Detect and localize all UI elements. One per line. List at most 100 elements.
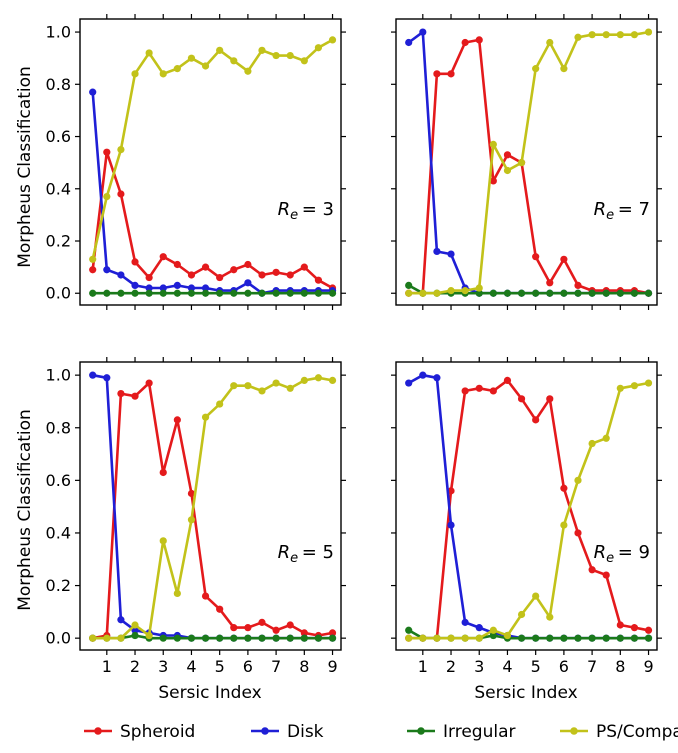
panel-frame [79, 361, 342, 651]
data-point [272, 626, 280, 634]
data-point [503, 376, 512, 385]
series-irregular [405, 626, 653, 642]
data-point [131, 392, 139, 400]
data-point [230, 289, 238, 297]
data-point [117, 634, 125, 642]
series-disk [405, 28, 653, 297]
data-point [532, 416, 540, 424]
series-spheroid [405, 36, 653, 297]
data-point [574, 289, 582, 297]
data-point [560, 65, 568, 73]
data-point [173, 634, 181, 642]
data-point [244, 67, 252, 75]
x-tick-label: 9 [643, 657, 653, 676]
data-point [131, 626, 139, 634]
data-point [258, 289, 266, 297]
data-point [159, 537, 167, 545]
data-point [405, 289, 413, 297]
data-point [89, 266, 97, 274]
data-point [475, 284, 483, 292]
data-point [187, 489, 196, 498]
y-tick-label: 0.4 [46, 523, 71, 542]
data-point [272, 289, 280, 297]
data-point [286, 289, 294, 297]
data-point [588, 31, 596, 39]
panel-2: Re = 7 [391, 14, 662, 310]
data-point [644, 626, 653, 634]
series-line [92, 381, 333, 640]
data-point [574, 33, 582, 41]
y-tick-label: 0.6 [46, 127, 71, 146]
data-point [616, 634, 624, 642]
data-point [532, 634, 540, 642]
data-point [532, 592, 540, 600]
series-irregular [89, 289, 337, 297]
data-point [602, 289, 610, 297]
data-point [560, 484, 568, 492]
data-point [546, 38, 554, 47]
data-point [447, 487, 455, 495]
data-point [405, 281, 413, 290]
legend: Spheroid Disk Irregular PS/Compact [84, 722, 678, 742]
data-point [602, 634, 610, 642]
data-point [517, 159, 526, 167]
data-point [602, 571, 610, 579]
data-point [286, 634, 294, 642]
series-ps-compact [405, 379, 653, 642]
series-line [92, 373, 333, 640]
data-point [272, 634, 280, 642]
x-tick-label: 3 [158, 657, 168, 676]
data-point [503, 151, 512, 159]
data-point [258, 618, 266, 626]
data-point [173, 589, 181, 598]
data-point [433, 634, 441, 642]
data-point [517, 634, 526, 642]
data-point [314, 276, 323, 284]
data-point [475, 384, 483, 392]
data-point [103, 266, 111, 274]
data-point [447, 287, 455, 295]
data-point [616, 31, 624, 39]
data-point [405, 379, 413, 387]
data-point [173, 260, 181, 269]
data-point [159, 634, 167, 642]
y-tick-label: 1.0 [46, 23, 71, 42]
x-tick-label: 4 [186, 657, 196, 676]
data-point [300, 263, 308, 271]
data-point [89, 88, 97, 96]
data-point [117, 271, 125, 279]
data-point [201, 634, 210, 642]
data-point [103, 374, 111, 382]
data-point [419, 371, 427, 379]
data-point [560, 634, 568, 642]
data-point [173, 289, 181, 297]
legend-label: PS/Compact [596, 722, 678, 742]
series-line [92, 634, 333, 640]
data-point [314, 634, 323, 642]
data-point [489, 631, 497, 640]
series-spheroid [89, 379, 337, 642]
x-axis-label-left: Sersic Index [158, 683, 261, 703]
data-point [244, 279, 252, 287]
legend-label: Disk [287, 722, 324, 742]
data-point [145, 379, 153, 387]
data-point [447, 250, 455, 258]
data-point [216, 400, 224, 408]
data-point [475, 289, 483, 297]
data-point [574, 476, 582, 484]
data-point [258, 387, 266, 395]
data-point [630, 382, 639, 390]
data-point [644, 634, 653, 642]
data-point [230, 634, 238, 642]
data-point [328, 629, 337, 637]
data-point [117, 389, 125, 398]
data-point [131, 621, 139, 629]
x-tick-label: 6 [559, 657, 569, 676]
data-point [616, 289, 624, 297]
data-point [433, 289, 441, 297]
data-point [145, 284, 153, 292]
data-point [546, 279, 554, 287]
x-tick-label: 8 [615, 657, 625, 676]
data-point [187, 271, 196, 279]
